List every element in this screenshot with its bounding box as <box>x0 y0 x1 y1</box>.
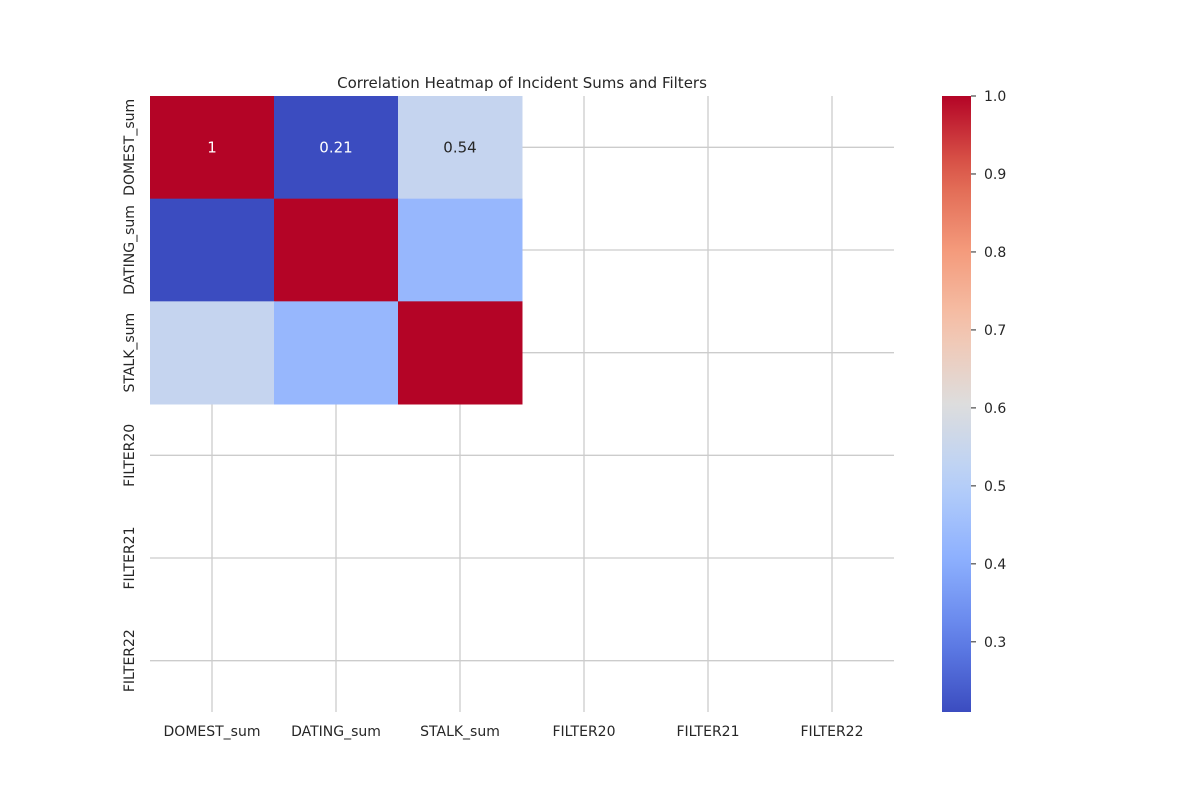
cell-value-label: 0.21 <box>319 138 352 156</box>
chart-title: Correlation Heatmap of Incident Sums and… <box>337 74 707 92</box>
heatmap-cell <box>398 198 523 302</box>
cell-annotations: 1 0.21 0.54 <box>207 138 476 156</box>
heatmap-cell <box>150 96 275 200</box>
colorbar-tick-label: 0.9 <box>984 167 1006 183</box>
colorbar-tick-label: 0.7 <box>984 323 1006 339</box>
y-tick-label: FILTER22 <box>122 629 138 692</box>
heatmap-cell <box>398 96 523 200</box>
colorbar-tick-label: 1.0 <box>984 89 1006 105</box>
y-tick-label: DOMEST_sum <box>122 99 138 196</box>
colorbar-tick-label: 0.3 <box>984 635 1006 651</box>
x-tick-labels: DOMEST_sum DATING_sum STALK_sum FILTER20 FIL… <box>164 724 864 740</box>
x-tick-label: STALK_sum <box>420 724 500 740</box>
x-tick-label: FILTER22 <box>801 724 864 740</box>
colorbar-tick-label: 0.8 <box>984 245 1006 261</box>
cell-value-label: 0.54 <box>443 138 476 156</box>
heatmap-cell <box>150 301 275 405</box>
colorbar: 0.3 0.4 0.5 0.6 0.7 0.8 0.9 1.0 <box>942 89 1006 712</box>
y-tick-labels: DOMEST_sum DATING_sum STALK_sum FILTER20 FIL… <box>122 99 138 692</box>
cell-value-label: 1 <box>207 138 217 156</box>
y-tick-label: FILTER20 <box>122 424 138 487</box>
colorbar-bar <box>942 96 971 712</box>
colorbar-tick-label: 0.4 <box>984 557 1006 573</box>
y-tick-label: DATING_sum <box>122 205 138 295</box>
x-tick-label: FILTER20 <box>553 724 616 740</box>
heatmap-cells <box>150 96 523 405</box>
y-tick-label: FILTER21 <box>122 527 138 590</box>
heatmap-cell <box>274 301 399 405</box>
colorbar-tick-label: 0.6 <box>984 401 1006 417</box>
y-tick-label: STALK_sum <box>122 313 138 393</box>
x-tick-label: DOMEST_sum <box>164 724 261 740</box>
x-tick-label: DATING_sum <box>291 724 381 740</box>
heatmap-cell <box>274 198 399 302</box>
heatmap-cell <box>150 198 275 302</box>
heatmap-cell <box>274 96 399 200</box>
x-tick-label: FILTER21 <box>677 724 740 740</box>
heatmap-cell <box>398 301 523 405</box>
colorbar-tick-label: 0.5 <box>984 479 1006 495</box>
